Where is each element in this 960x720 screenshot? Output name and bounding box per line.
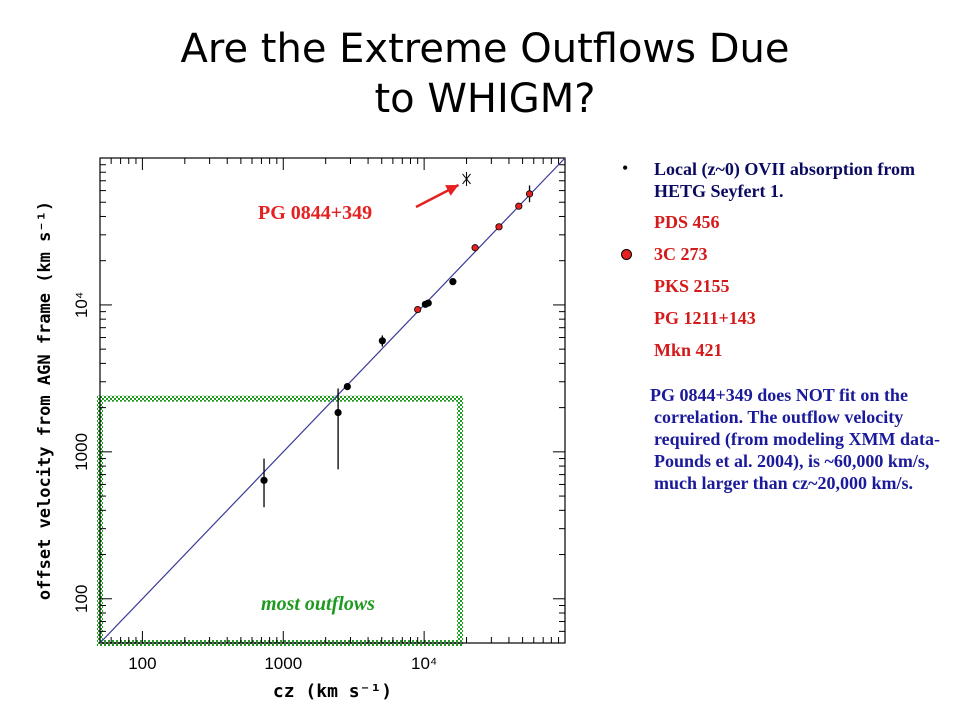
title-line-1: Are the Extreme Outflows Due	[180, 26, 790, 72]
object-item: PKS 2155	[654, 274, 956, 306]
object-item: 3C 273	[621, 242, 956, 274]
bullet-note: PG 0844+349 does NOT fit on the correlat…	[650, 385, 940, 493]
annotation-arrowhead	[445, 184, 459, 196]
data-point	[334, 408, 342, 417]
object-label: 3C 273	[654, 244, 708, 264]
x-tick-label: 100	[128, 654, 156, 673]
data-point	[424, 299, 432, 307]
x-axis-label: cz (km s⁻¹)	[273, 681, 392, 702]
data-point	[449, 278, 457, 286]
y-tick-label: 100	[72, 585, 91, 613]
outlier-annotation-label: PG 0844+349	[258, 202, 372, 224]
y-tick-label: 1000	[72, 433, 91, 471]
object-label: PG 1211+143	[654, 308, 756, 328]
fit-line	[99, 157, 566, 644]
data-point	[343, 383, 351, 391]
object-list: PDS 456 3C 273 PKS 2155 PG 1211+143 Mkn 421	[616, 210, 956, 370]
object-label: Mkn 421	[654, 340, 723, 360]
object-label: PDS 456	[654, 212, 720, 232]
x-tick-label: 1000	[264, 654, 302, 673]
bullet-item: • Local (z~0) OVII absorption from HETG …	[616, 158, 956, 202]
y-tick-label: 10⁴	[72, 292, 91, 318]
title-line-2: to WHIGM?	[374, 76, 596, 122]
red-dot-marker-icon	[621, 249, 632, 260]
object-item: PG 1211+143	[654, 306, 956, 338]
plot-frame	[99, 157, 566, 644]
data-point	[471, 244, 479, 252]
x-tick-label: 10⁴	[411, 654, 437, 673]
data-point	[525, 190, 534, 198]
object-item: Mkn 421	[654, 338, 956, 370]
object-label: PKS 2155	[654, 276, 730, 296]
data-point	[495, 223, 503, 231]
data-point	[515, 202, 523, 210]
slide-title: Are the Extreme Outflows Due to WHIGM?	[60, 24, 910, 124]
velocity-scatter-chart: 100 1000 10⁴ 100 1000 10⁴ cz (km s⁻¹) offset ve…	[35, 157, 566, 702]
data-point	[378, 337, 386, 345]
region-label: most outflows	[261, 593, 375, 615]
bullet-panel: • Local (z~0) OVII absorption from HETG …	[616, 158, 956, 494]
data-point	[260, 476, 268, 484]
bullet-main-text: Local (z~0) OVII absorption from HETG Se…	[654, 159, 916, 201]
y-axis-label: offset velocity from AGN frame (km s⁻¹)	[35, 201, 55, 600]
object-item: PDS 456	[654, 210, 956, 242]
data-point	[414, 305, 422, 314]
bullet-icon: •	[622, 158, 629, 178]
